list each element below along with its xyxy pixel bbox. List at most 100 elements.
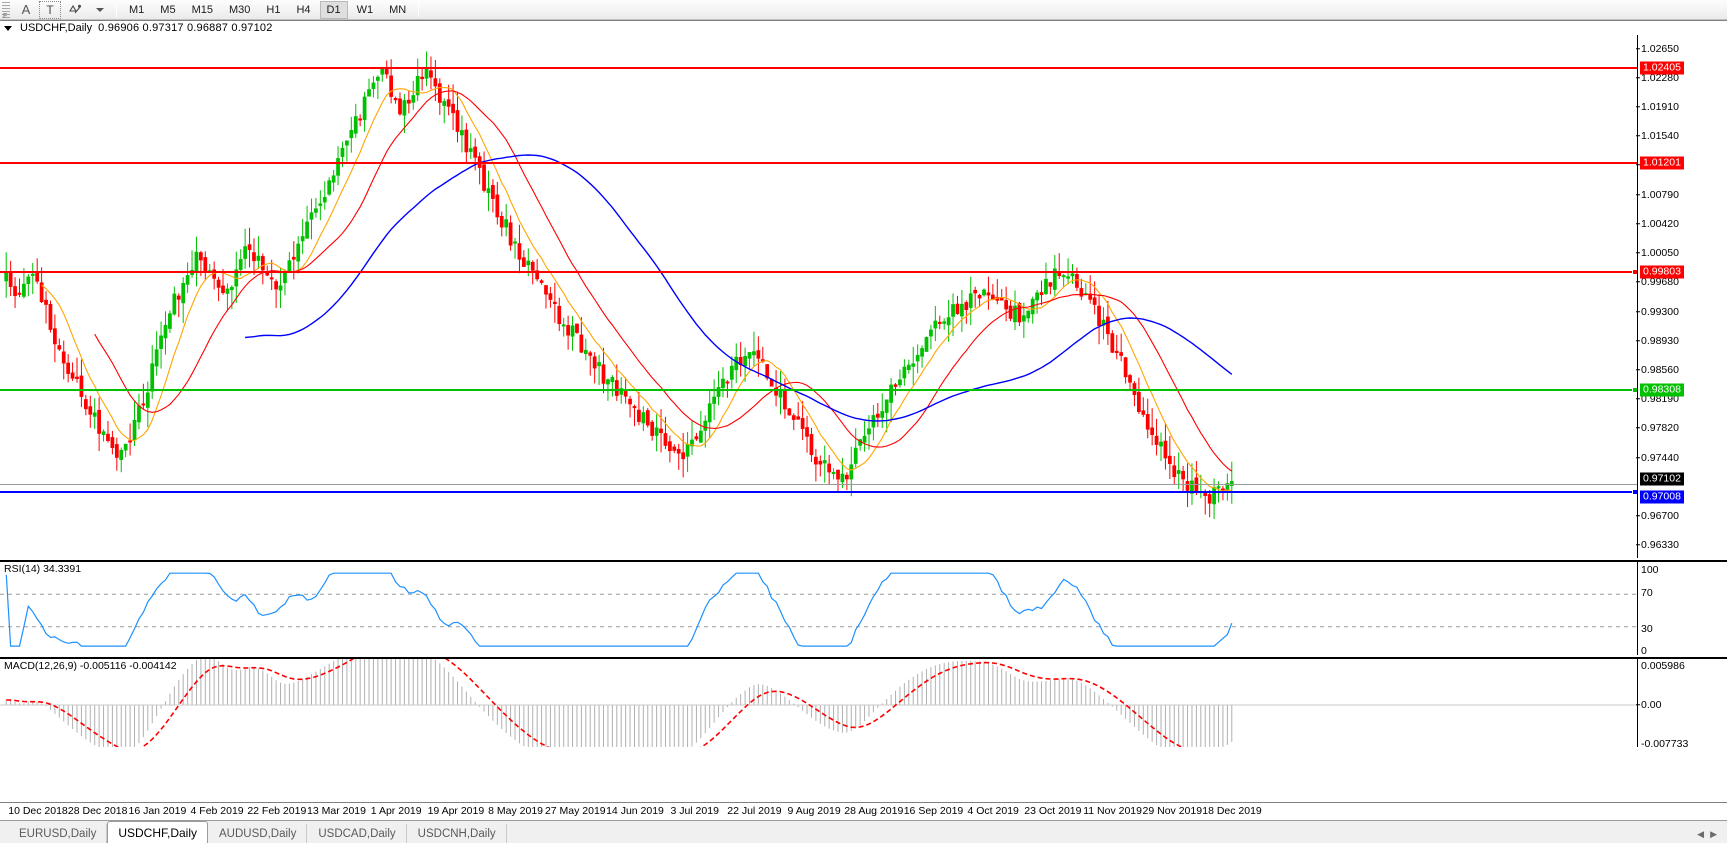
tick-dash bbox=[1636, 311, 1640, 313]
price-axis: 1.026501.022801.019101.015401.011801.007… bbox=[1636, 35, 1727, 558]
chart-ohlc-label: 0.96906 0.97317 0.96887 0.97102 bbox=[98, 22, 273, 34]
macd-plot[interactable] bbox=[0, 659, 1637, 747]
timeframe-h1[interactable]: H1 bbox=[266, 3, 281, 16]
price-tick-8: 0.99680 bbox=[1636, 277, 1679, 288]
price-tick-label: 0.98190 bbox=[1641, 392, 1679, 405]
date-tick-label: 22 Jul 2019 bbox=[727, 805, 782, 817]
rsi-tick-100: 100 bbox=[1641, 563, 1659, 576]
price-axis-line bbox=[1637, 35, 1638, 558]
moving-average-line bbox=[94, 90, 1233, 472]
price-tick-13: 0.97820 bbox=[1636, 423, 1679, 434]
tick-dash bbox=[1636, 194, 1640, 196]
timeframe-d1[interactable]: D1 bbox=[319, 0, 348, 19]
rsi-axis-line bbox=[1637, 562, 1638, 655]
price-tick-7: 1.00050 bbox=[1636, 246, 1679, 259]
date-tick-label: 19 Apr 2019 bbox=[427, 805, 485, 817]
date-tick-label: 28 Dec 2018 bbox=[67, 805, 128, 817]
tab-usdchf-daily[interactable]: USDCHF,Daily bbox=[107, 821, 209, 843]
date-tick-label: 4 Oct 2019 bbox=[967, 805, 1019, 817]
level-label-2: 1.01201 bbox=[1640, 156, 1684, 170]
date-tick-label: 14 Jun 2019 bbox=[606, 805, 664, 817]
macd-tick-top: 0.005986 bbox=[1641, 659, 1685, 672]
resistance-line-1[interactable] bbox=[0, 67, 1637, 70]
rsi-indicator-label: RSI(14) 34.3391 bbox=[4, 563, 82, 575]
resistance-line-3[interactable] bbox=[0, 269, 1637, 276]
line-handle[interactable] bbox=[1632, 386, 1637, 393]
tab-usdcad-daily[interactable]: USDCAD,Daily bbox=[307, 824, 407, 843]
price-tick-label: 0.98930 bbox=[1641, 334, 1679, 347]
tab-audusd-daily[interactable]: AUDUSD,Daily bbox=[208, 824, 308, 843]
rsi-line-chart bbox=[0, 572, 1637, 647]
timeframe-w1[interactable]: W1 bbox=[356, 3, 374, 16]
price-tick-label: 1.00050 bbox=[1641, 246, 1679, 259]
chart-title-bar: USDCHF,Daily 0.96906 0.97317 0.96887 0.9… bbox=[0, 21, 1727, 35]
price-tick-label: 0.96330 bbox=[1641, 538, 1679, 551]
tick-dash bbox=[1636, 48, 1640, 50]
tick-dash bbox=[1636, 369, 1640, 371]
rsi-tick-0: 0 bbox=[1641, 644, 1647, 655]
chart-symbol-label: USDCHF,Daily bbox=[20, 22, 93, 34]
moving-average-line bbox=[41, 86, 1232, 492]
macd-histogram-group bbox=[5, 659, 1233, 747]
tick-dash bbox=[1636, 340, 1640, 342]
tabs-scroll-controls[interactable]: ◀ ▶ bbox=[1697, 829, 1727, 843]
support-line-blue[interactable] bbox=[0, 488, 1637, 495]
main-toolbar: A T M1 M5 M15 M30 H1 H4 D1 W1 MN bbox=[0, 0, 1727, 20]
objects-dropdown-button[interactable] bbox=[89, 1, 111, 19]
macd-signal-line bbox=[6, 659, 1184, 747]
timeframe-m30[interactable]: M30 bbox=[228, 3, 251, 16]
support-line-green[interactable] bbox=[0, 386, 1637, 393]
timeframe-m5[interactable]: M5 bbox=[160, 3, 176, 16]
macd-indicator-label: MACD(12,26,9) -0.005116 -0.004142 bbox=[4, 660, 177, 672]
timeframe-h4[interactable]: H4 bbox=[296, 3, 311, 16]
tick-dash bbox=[1636, 544, 1640, 546]
timeframe-mn[interactable]: MN bbox=[389, 3, 407, 16]
toolbar-divider bbox=[116, 2, 117, 17]
date-tick-label: 9 Aug 2019 bbox=[787, 805, 841, 817]
scroll-left-icon[interactable]: ◀ bbox=[1697, 829, 1705, 839]
chart-area: USDCHF,Daily 0.96906 0.97317 0.96887 0.9… bbox=[0, 20, 1727, 802]
tick-dash bbox=[1636, 281, 1640, 283]
resistance-line-2[interactable] bbox=[0, 161, 1637, 164]
date-tick-label: 16 Sep 2019 bbox=[903, 805, 964, 817]
macd-tick-bottom: -0.007733 bbox=[1641, 737, 1689, 747]
date-tick-label: 3 Jul 2019 bbox=[670, 805, 719, 817]
timeframe-m15[interactable]: M15 bbox=[191, 3, 213, 16]
price-tick-6: 1.00420 bbox=[1636, 219, 1679, 230]
line-handle[interactable] bbox=[1632, 488, 1637, 495]
price-tick-14: 0.97440 bbox=[1636, 452, 1679, 464]
objects-tool-button[interactable] bbox=[63, 1, 87, 19]
macd-tick-zero: 0.00 bbox=[1636, 700, 1661, 711]
price-tick-label: 1.00790 bbox=[1641, 188, 1679, 201]
drag-grip-icon[interactable] bbox=[2, 1, 14, 20]
date-tick-label: 22 Feb 2019 bbox=[247, 805, 307, 817]
date-tick-label: 23 Oct 2019 bbox=[1024, 805, 1082, 817]
price-tick-3: 1.01540 bbox=[1636, 131, 1679, 142]
rsi-tick-70: 70 bbox=[1641, 586, 1653, 599]
tick-dash bbox=[1636, 427, 1640, 429]
level-label-5: 0.97008 bbox=[1640, 490, 1684, 504]
price-tick-label: 1.01910 bbox=[1641, 100, 1679, 113]
tab-eurusd-daily[interactable]: EURUSD,Daily bbox=[8, 824, 108, 843]
date-tick-label: 10 Dec 2018 bbox=[8, 805, 68, 817]
scroll-right-icon[interactable]: ▶ bbox=[1710, 829, 1717, 839]
date-tick-label: 29 Nov 2019 bbox=[1142, 805, 1203, 817]
date-tick-label: 27 May 2019 bbox=[544, 805, 606, 817]
date-tick-label: 18 Dec 2019 bbox=[1202, 805, 1262, 817]
chart-menu-icon[interactable] bbox=[4, 25, 12, 31]
rsi-panel: RSI(14) 34.3391 100 70 30 0 bbox=[0, 560, 1727, 655]
tab-usdcnh-daily[interactable]: USDCNH,Daily bbox=[407, 824, 507, 843]
letter-a-icon: A bbox=[21, 2, 31, 17]
label-tool-button[interactable]: T bbox=[39, 0, 61, 19]
price-tick-16: 0.96330 bbox=[1636, 538, 1679, 551]
date-tick-label: 28 Aug 2019 bbox=[844, 805, 904, 817]
price-tick-15: 0.96700 bbox=[1636, 510, 1679, 522]
price-tick-9: 0.99300 bbox=[1636, 305, 1679, 318]
line-handle[interactable] bbox=[1632, 269, 1637, 276]
price-tick-label: 0.99300 bbox=[1641, 305, 1679, 318]
text-tool-button[interactable]: A bbox=[15, 1, 37, 19]
rsi-plot[interactable] bbox=[0, 562, 1637, 655]
tick-dash bbox=[1636, 457, 1640, 459]
timeframe-m1[interactable]: M1 bbox=[129, 3, 145, 16]
price-plot[interactable] bbox=[0, 35, 1637, 558]
